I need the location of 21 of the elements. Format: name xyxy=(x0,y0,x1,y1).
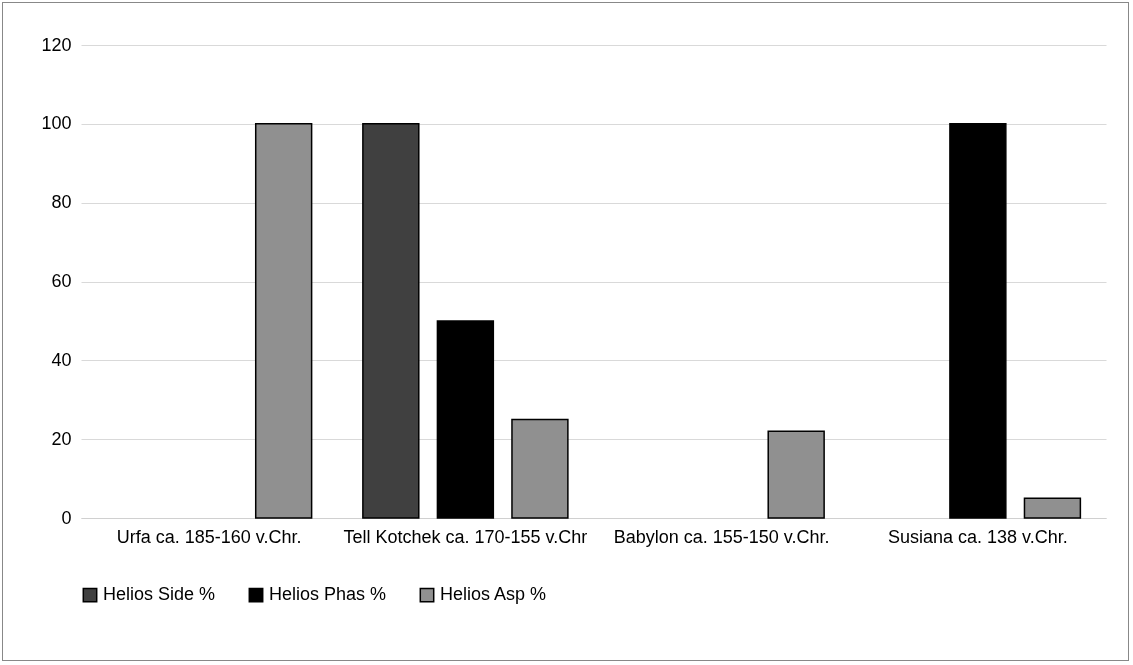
y-tick-label: 120 xyxy=(41,34,72,55)
y-tick-label: 80 xyxy=(51,192,72,213)
legend-label: Helios Side % xyxy=(103,584,216,605)
bar xyxy=(254,123,313,519)
x-tick-label: Tell Kotchek ca. 170-155 v.Chr xyxy=(343,526,588,547)
x-tick-label: Susiana ca. 138 v.Chr. xyxy=(887,526,1068,547)
bar xyxy=(436,320,495,519)
legend-label: Helios Asp % xyxy=(440,584,547,605)
bar xyxy=(511,418,569,519)
y-tick-label: 40 xyxy=(51,349,72,370)
bar xyxy=(362,123,420,519)
bar xyxy=(767,430,825,519)
y-tick-label: 60 xyxy=(51,271,72,291)
y-tick-label: 100 xyxy=(41,113,72,134)
bar xyxy=(1023,497,1082,519)
y-tick-label: 0 xyxy=(61,507,72,528)
y-tick-label: 20 xyxy=(51,428,72,449)
x-tick-label: Babylon ca. 155-150 v.Chr. xyxy=(613,526,830,547)
x-tick-label: Urfa ca. 185-160 v.Chr. xyxy=(116,526,302,547)
bar xyxy=(949,123,1007,519)
legend-label: Helios Phas % xyxy=(269,584,387,605)
